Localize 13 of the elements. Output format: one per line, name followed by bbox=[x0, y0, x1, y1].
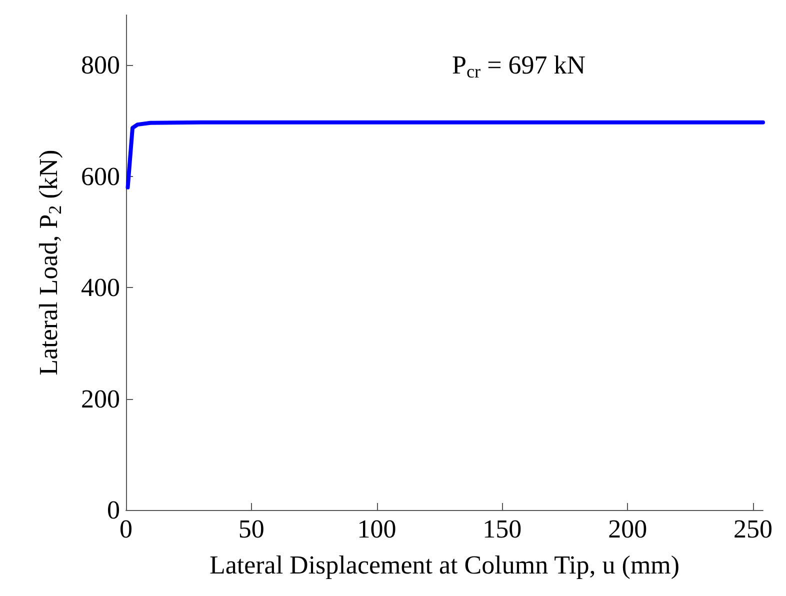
x-tick-label: 200 bbox=[608, 514, 648, 544]
line-series bbox=[126, 120, 765, 190]
y-tick-label: 400 bbox=[81, 273, 120, 302]
x-axis-title: Lateral Displacement at Column Tip, u (mm) bbox=[209, 550, 680, 580]
x-tick-label: 250 bbox=[733, 514, 772, 544]
x-tick-label: 150 bbox=[482, 514, 522, 544]
y-tick-label: 200 bbox=[81, 384, 120, 414]
y-tick-label: 600 bbox=[81, 162, 120, 191]
y-tick-label: 800 bbox=[81, 50, 120, 80]
y-tick-label: 0 bbox=[107, 496, 120, 524]
x-tick-label: 100 bbox=[357, 514, 396, 544]
x-tick-label: 50 bbox=[238, 514, 264, 544]
y-axis-title: Lateral Load, P2 (kN) bbox=[34, 150, 65, 376]
